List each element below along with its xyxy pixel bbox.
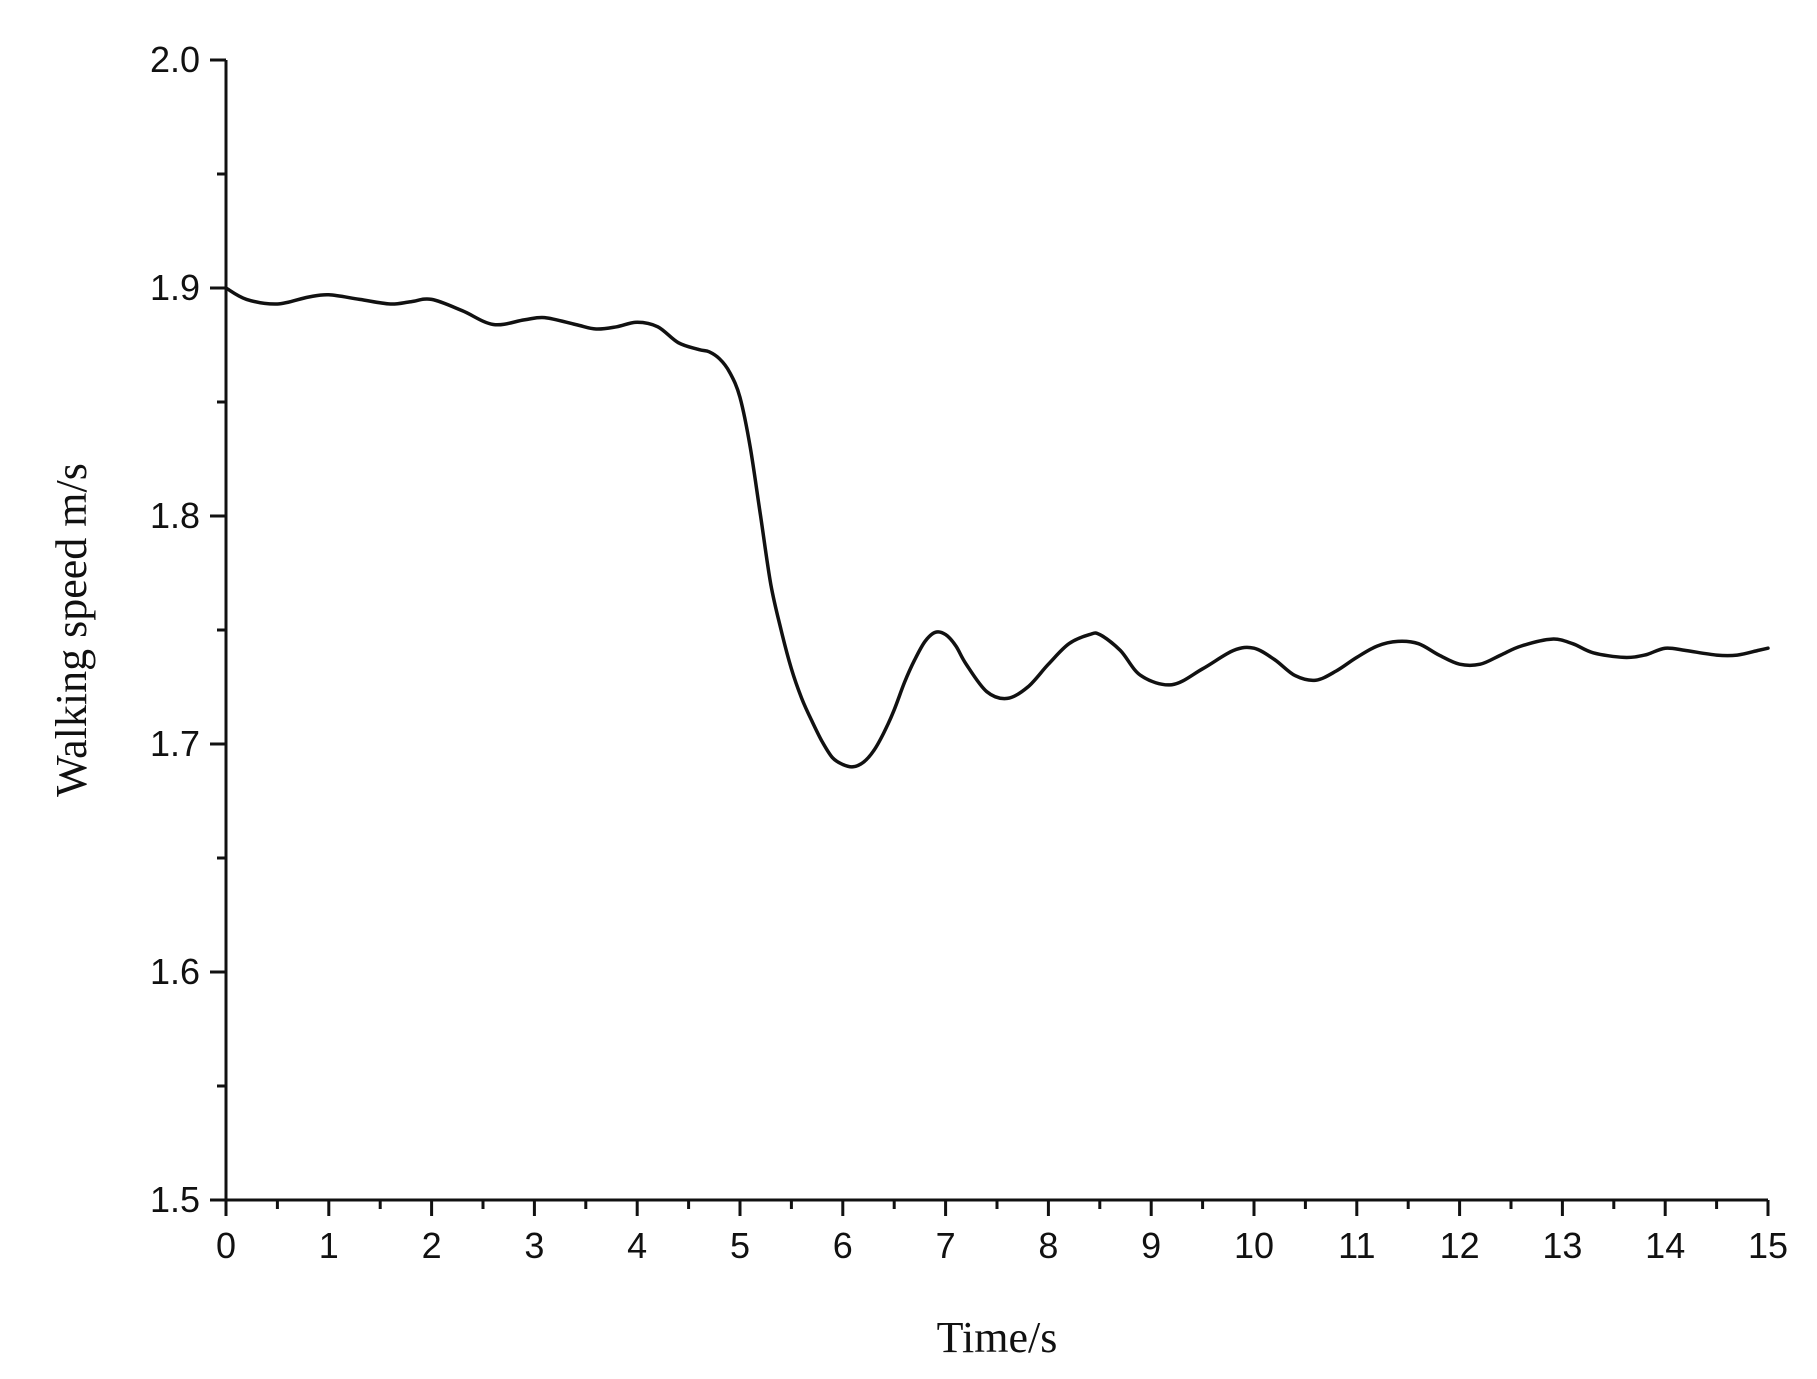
x-tick-label: 4 — [627, 1225, 647, 1266]
y-axis-title: Walking speed m/s — [47, 463, 96, 797]
x-tick-label: 5 — [730, 1225, 750, 1266]
x-tick-label: 1 — [319, 1225, 339, 1266]
x-tick-label: 10 — [1234, 1225, 1274, 1266]
x-tick-label: 11 — [1338, 1225, 1375, 1266]
y-tick-label: 1.6 — [150, 951, 200, 992]
x-tick-label: 7 — [936, 1225, 956, 1266]
x-tick-labels: 0 1 2 3 4 5 6 7 8 9 10 11 12 13 14 15 — [216, 1225, 1788, 1266]
x-tick-label: 14 — [1645, 1225, 1685, 1266]
y-tick-label: 1.8 — [150, 495, 200, 536]
x-tick-label: 9 — [1141, 1225, 1161, 1266]
x-tick-label: 2 — [422, 1225, 442, 1266]
y-tick-label: 1.7 — [150, 723, 200, 764]
x-tick-label: 8 — [1038, 1225, 1058, 1266]
x-tick-label: 15 — [1748, 1225, 1788, 1266]
y-tick-label: 1.9 — [150, 267, 200, 308]
x-tick-label: 3 — [524, 1225, 544, 1266]
y-tick-labels: 1.5 1.6 1.7 1.8 1.9 2.0 — [150, 39, 200, 1220]
x-tick-label: 0 — [216, 1225, 236, 1266]
series-line — [224, 286, 1770, 769]
y-tick-label: 2.0 — [150, 39, 200, 80]
x-tick-label: 6 — [833, 1225, 853, 1266]
x-axis-title: Time/s — [937, 1313, 1058, 1362]
y-ticks — [210, 58, 226, 1202]
y-tick-label: 1.5 — [150, 1179, 200, 1220]
x-ticks — [224, 1200, 1770, 1216]
x-tick-label: 12 — [1440, 1225, 1480, 1266]
x-tick-label: 13 — [1542, 1225, 1582, 1266]
